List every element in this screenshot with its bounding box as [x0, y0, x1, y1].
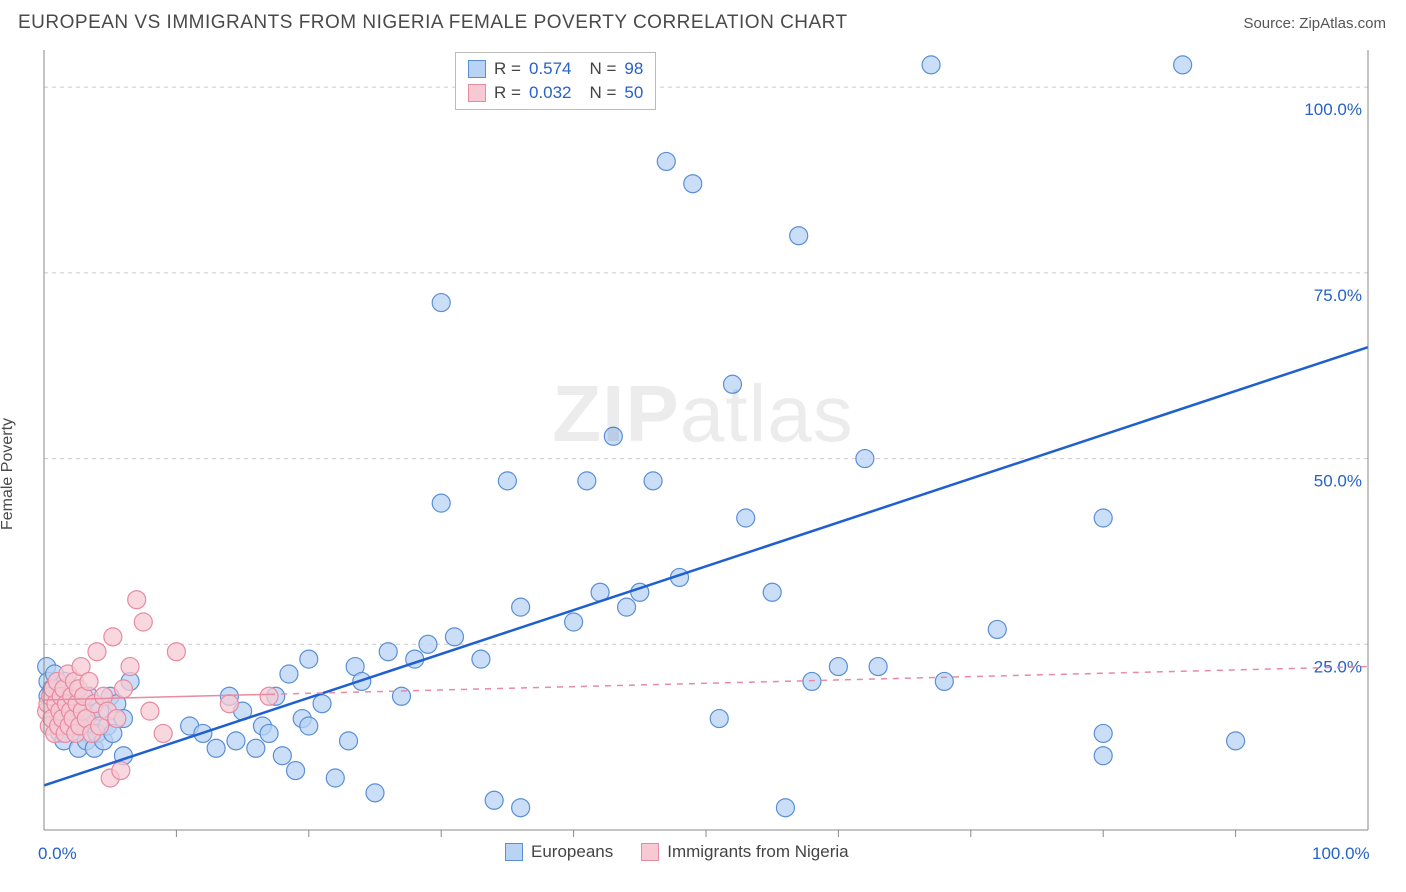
- series-legend: Europeans Immigrants from Nigeria: [505, 842, 849, 862]
- svg-text:75.0%: 75.0%: [1314, 286, 1362, 305]
- chart-area: Female Poverty ZIPatlas 25.0%50.0%75.0%1…: [0, 40, 1406, 890]
- scatter-plot-svg: 25.0%50.0%75.0%100.0%: [0, 40, 1406, 890]
- legend-swatch: [468, 84, 486, 102]
- source-label: Source: ZipAtlas.com: [1243, 15, 1386, 32]
- legend-row: R = 0.574 N = 98: [464, 57, 647, 81]
- x-axis-max-label: 100.0%: [1312, 844, 1370, 864]
- legend-swatch: [468, 60, 486, 78]
- legend-n-value: 98: [624, 59, 643, 79]
- series-name: Immigrants from Nigeria: [667, 842, 848, 862]
- chart-title: EUROPEAN VS IMMIGRANTS FROM NIGERIA FEMA…: [18, 12, 848, 34]
- legend-row: R = 0.032 N = 50: [464, 81, 647, 105]
- svg-text:50.0%: 50.0%: [1314, 472, 1362, 491]
- legend-n-value: 50: [624, 83, 643, 103]
- legend-r-value: 0.574: [529, 59, 572, 79]
- legend-r-value: 0.032: [529, 83, 572, 103]
- legend-r-label: R =: [494, 59, 521, 79]
- x-axis-min-label: 0.0%: [38, 844, 77, 864]
- svg-text:100.0%: 100.0%: [1304, 100, 1362, 119]
- y-axis-label: Female Poverty: [0, 418, 17, 530]
- series-legend-item: Immigrants from Nigeria: [641, 842, 848, 862]
- series-name: Europeans: [531, 842, 613, 862]
- legend-swatch: [641, 843, 659, 861]
- legend-n-label: N =: [589, 83, 616, 103]
- legend-r-label: R =: [494, 83, 521, 103]
- legend-swatch: [505, 843, 523, 861]
- correlation-legend: R = 0.574 N = 98 R = 0.032 N = 50: [455, 52, 656, 110]
- series-legend-item: Europeans: [505, 842, 613, 862]
- legend-n-label: N =: [589, 59, 616, 79]
